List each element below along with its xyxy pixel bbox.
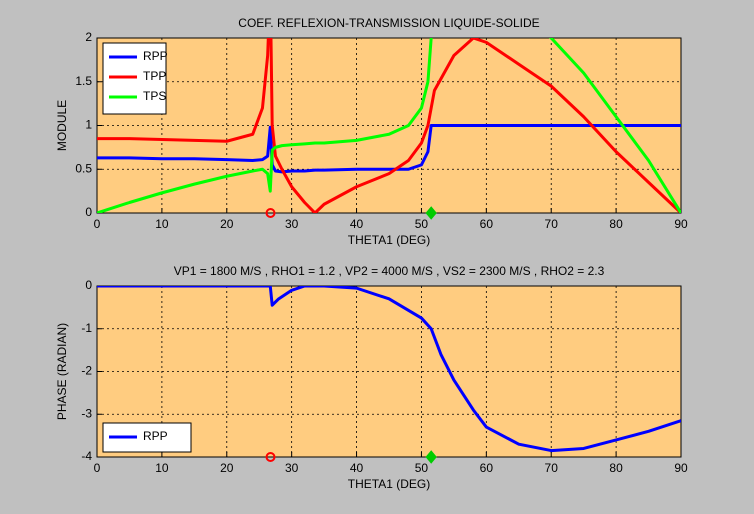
x-tick-label: 10: [155, 461, 169, 475]
x-tick-label: 40: [350, 461, 364, 475]
x-axis-label: THETA1 (DEG): [348, 477, 430, 491]
x-axis-label: THETA1 (DEG): [348, 233, 430, 247]
x-tick-label: 40: [350, 217, 364, 231]
chart-title: COEF. REFLEXION-TRANSMISSION LIQUIDE-SOL…: [238, 16, 539, 30]
x-tick-label: 60: [480, 217, 494, 231]
x-tick-label: 0: [94, 461, 101, 475]
data-line: [97, 124, 681, 174]
x-tick-label: 30: [285, 217, 299, 231]
y-tick-label: 0.5: [75, 161, 92, 175]
lines: [97, 286, 681, 453]
x-tick-label: 20: [220, 461, 234, 475]
axes-frame: [96, 285, 682, 458]
y-tick-label: 2: [85, 30, 92, 44]
x-tick-label: 0: [94, 217, 101, 231]
y-tick-label: -3: [81, 406, 92, 420]
x-tick-label: 90: [674, 217, 688, 231]
critical-angle-marker: [425, 206, 437, 220]
x-tick-label: 60: [480, 461, 494, 475]
legend-label: TPS: [143, 89, 166, 103]
data-line: [97, 38, 681, 213]
axes: 0 10 20 30 40 50 60 70 80 90 0 0.5 1 1.5 2 COEF. REFLEX…: [55, 16, 688, 247]
x-tick-label: 20: [220, 217, 234, 231]
y-tick-label: -4: [81, 449, 92, 463]
y-tick-label: -2: [81, 364, 92, 378]
critical-angle-marker: [265, 208, 276, 218]
x-tick-label: 80: [609, 217, 623, 231]
critical-angle-marker: [425, 450, 437, 464]
x-tick-label: 90: [674, 461, 688, 475]
y-axis-label: PHASE (RADIAN): [55, 323, 69, 420]
x-tick-label: 50: [415, 461, 429, 475]
legend-label: RPP: [143, 49, 168, 63]
x-tick-label: 50: [415, 217, 429, 231]
y-tick-label: 0: [85, 205, 92, 219]
x-tick-label: 80: [609, 461, 623, 475]
legend: RPP TPP TPS: [102, 42, 168, 115]
y-tick-label: 1.5: [75, 74, 92, 88]
chart-title: VP1 = 1800 M/S , RHO1 = 1.2 , VP2 = 4000…: [174, 264, 605, 278]
lines: [97, 38, 681, 213]
legend: RPP: [102, 422, 192, 453]
y-tick-label: 0: [85, 278, 92, 292]
data-line: [97, 38, 681, 213]
legend-label: TPP: [143, 69, 166, 83]
y-axis-label: MODULE: [55, 100, 69, 151]
critical-angle-marker: [265, 452, 276, 462]
axes: 0 10 20 30 40 50 60 70 80 90 -4 -3 -2 -1 0 VP1 = 1800 M…: [55, 264, 688, 491]
y-tick-label: -1: [81, 321, 92, 335]
x-tick-label: 30: [285, 461, 299, 475]
legend-label: RPP: [143, 429, 168, 443]
x-tick-label: 70: [545, 461, 559, 475]
x-tick-label: 10: [155, 217, 169, 231]
data-line: [97, 286, 681, 453]
y-tick-label: 1: [85, 118, 92, 132]
x-tick-label: 70: [545, 217, 559, 231]
